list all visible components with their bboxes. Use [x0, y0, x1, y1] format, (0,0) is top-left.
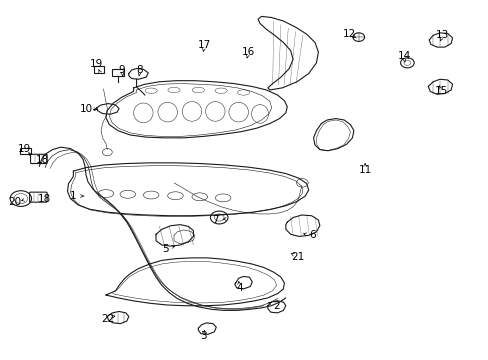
Text: 2: 2 [272, 301, 279, 311]
Text: 12: 12 [342, 29, 355, 39]
Text: 22: 22 [101, 314, 114, 324]
Text: 3: 3 [200, 332, 206, 342]
Text: 21: 21 [291, 252, 304, 262]
Text: 11: 11 [358, 165, 371, 175]
Text: 14: 14 [397, 51, 410, 61]
Text: 17: 17 [198, 40, 211, 50]
Bar [112, 68, 124, 76]
Text: 4: 4 [236, 283, 243, 293]
Text: 13: 13 [435, 30, 448, 40]
Bar [20, 148, 30, 154]
Text: 19: 19 [18, 144, 31, 154]
Text: 1: 1 [70, 191, 77, 201]
Text: 9: 9 [119, 65, 125, 75]
Text: 16: 16 [241, 47, 255, 57]
Text: 20: 20 [8, 197, 21, 207]
Text: 7: 7 [212, 215, 218, 225]
Text: 6: 6 [308, 230, 315, 240]
Text: 19: 19 [89, 59, 102, 69]
Text: 8: 8 [136, 65, 143, 75]
Text: 5: 5 [162, 244, 169, 253]
Text: 15: 15 [434, 86, 447, 96]
Text: 10: 10 [80, 104, 93, 114]
Text: 18: 18 [38, 194, 51, 203]
Text: 18: 18 [36, 156, 49, 165]
Bar [94, 66, 104, 73]
